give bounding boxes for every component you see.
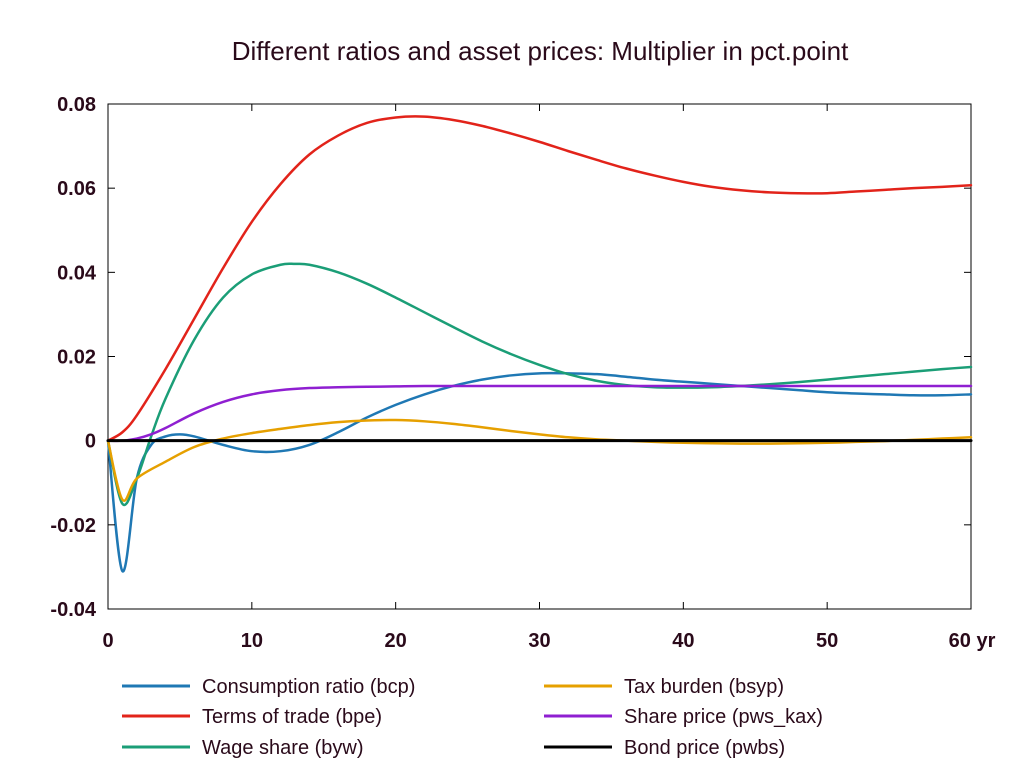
x-tick-label: 50 [816, 630, 838, 652]
series-line-terms-of-trade-bpe [106, 115, 973, 442]
chart-title: Different ratios and asset prices: Multi… [232, 36, 849, 66]
axis-layer: -0.04 -0.02 0 0.02 0.04 0.06 0.08 0 10 20 30 40 50 60… [50, 94, 995, 652]
legend-label-terms-of-trade-bpe: Terms of trade (bpe) [202, 706, 382, 728]
y-tick-label: 0.02 [57, 347, 96, 369]
y-tick-label: -0.04 [50, 599, 96, 621]
x-tick-label: 10 [241, 630, 263, 652]
x-tick-label: 60 yr [949, 630, 996, 652]
legend-label-consumption-ratio-bcp: Consumption ratio (bcp) [202, 676, 415, 698]
y-tick-label: 0 [85, 431, 96, 453]
plot-frame [107, 103, 972, 610]
y-tick-label: -0.02 [50, 515, 96, 537]
x-tick-label: 30 [528, 630, 550, 652]
legend-label-tax-burden-bsyp: Tax burden (bsyp) [624, 676, 784, 698]
series-layer [106, 115, 973, 573]
legend-label-wage-share-byw: Wage share (byw) [202, 737, 364, 759]
x-tick-label: 0 [102, 630, 113, 652]
plot-area [107, 103, 972, 610]
x-tick-label: 20 [385, 630, 407, 652]
series-line-tax-burden-bsyp [106, 418, 973, 502]
y-tick-label: 0.06 [57, 178, 96, 200]
y-tick-label: 0.04 [57, 262, 97, 284]
legend-label-share-price-pws-kax: Share price (pws_kax) [624, 706, 823, 728]
series-line-wage-share-byw [106, 262, 973, 507]
y-tick-label: 0.08 [57, 94, 96, 116]
series-line-consumption-ratio-bcp [106, 371, 973, 573]
x-tick-label: 40 [672, 630, 694, 652]
legend: Consumption ratio (bcp) Terms of trade (b… [122, 676, 823, 759]
series-line-share-price-pws-kax [106, 384, 973, 443]
legend-label-bond-price-pwbs: Bond price (pwbs) [624, 737, 785, 759]
